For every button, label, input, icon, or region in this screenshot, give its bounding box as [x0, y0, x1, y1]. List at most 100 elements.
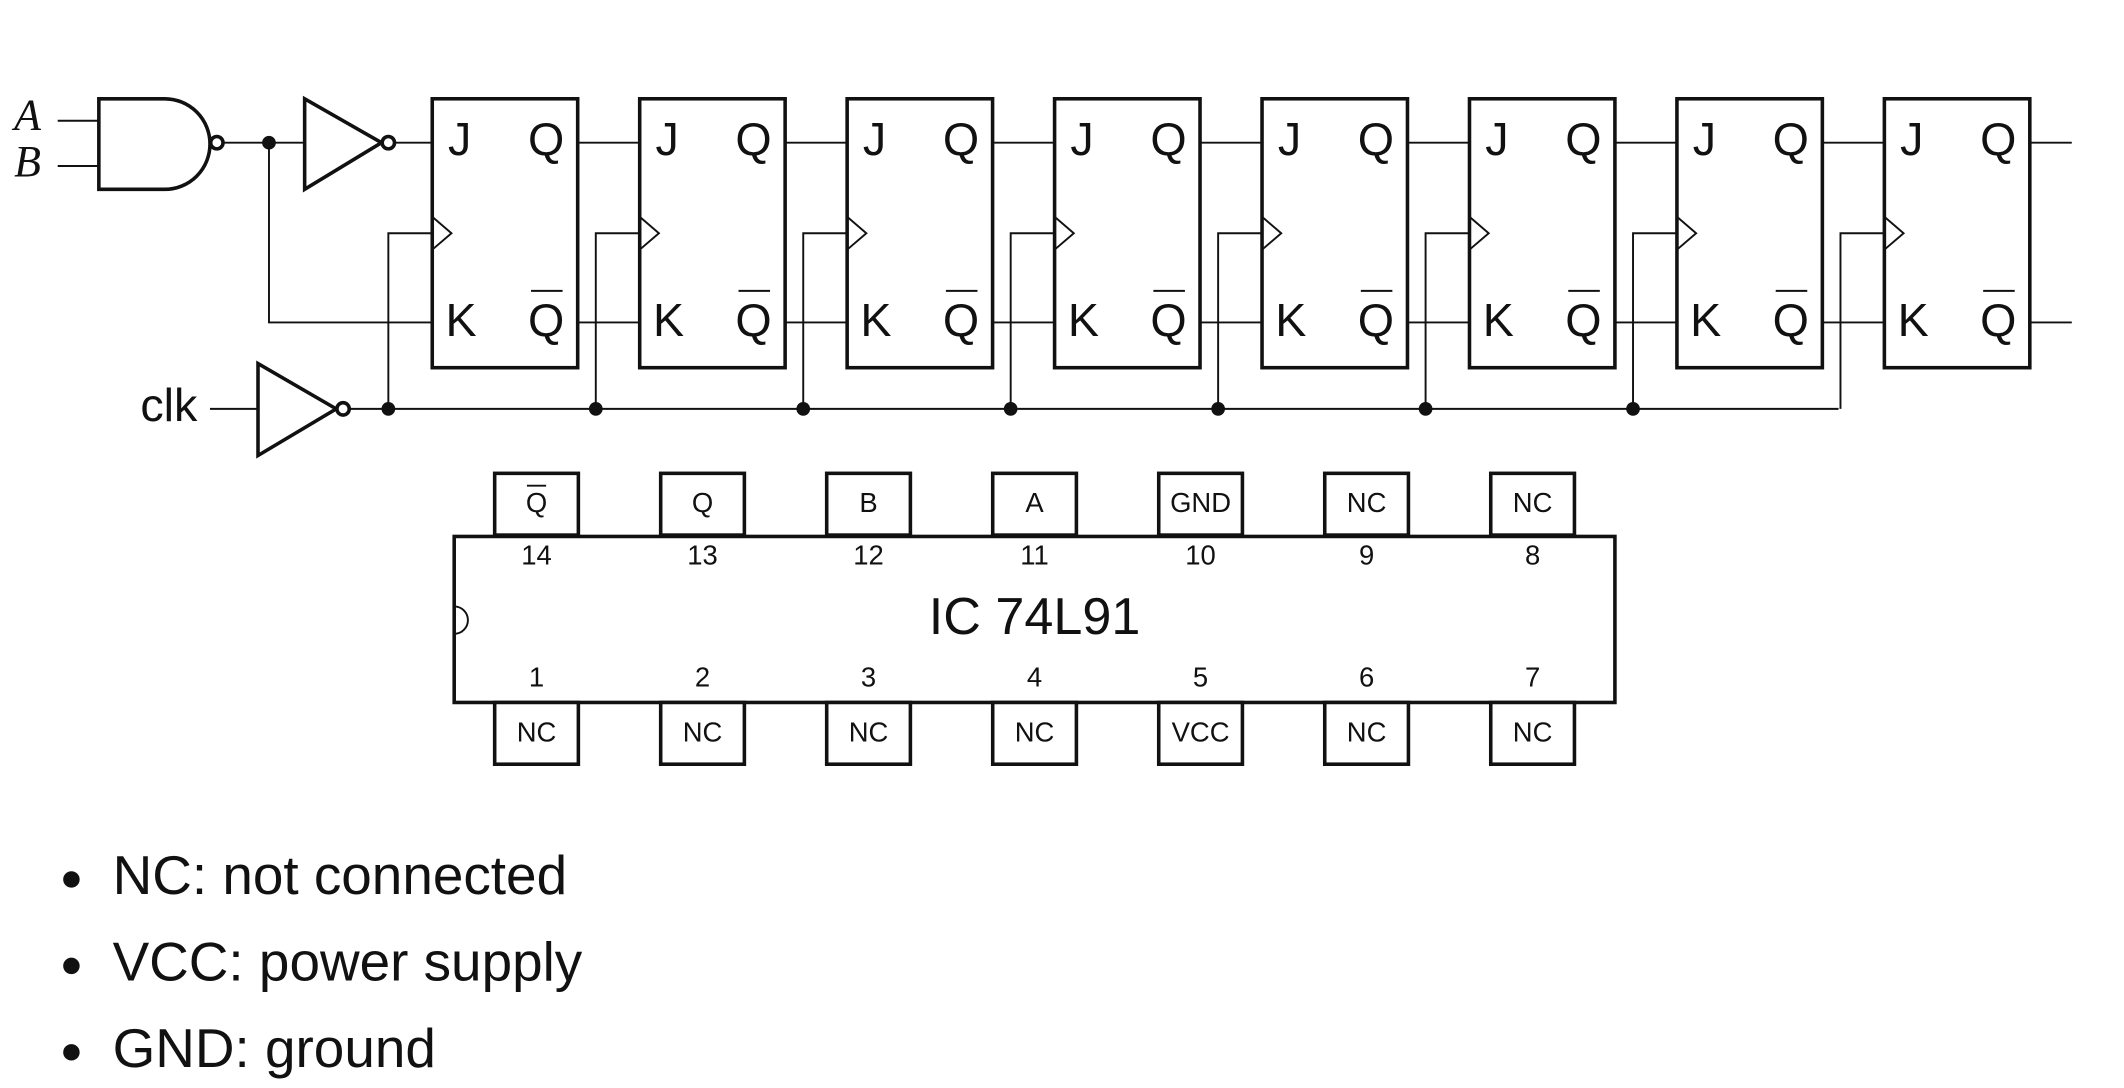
k-label: K	[1068, 294, 1099, 346]
clock-wire	[387, 232, 433, 409]
pin	[1488, 700, 1577, 766]
clock-input	[1261, 216, 1283, 251]
pin	[990, 471, 1079, 537]
flip-flop	[1882, 97, 2032, 370]
pin	[824, 471, 913, 537]
clock-wire	[1217, 232, 1263, 409]
k-label: K	[1690, 294, 1721, 346]
pin	[990, 700, 1079, 766]
junction	[1626, 401, 1640, 416]
pin-number: 6	[1359, 661, 1374, 692]
pin-number: 1	[529, 661, 544, 692]
q-bar-label: Q	[1150, 294, 1186, 346]
clock-wire	[594, 232, 640, 409]
pin-number: 12	[853, 539, 884, 570]
pin-number: 9	[1359, 539, 1374, 570]
k-label: K	[446, 294, 477, 346]
pin	[658, 700, 747, 766]
flip-flop	[1675, 97, 1825, 370]
junction	[1418, 401, 1433, 416]
clock-wire	[802, 232, 848, 409]
pin	[492, 471, 581, 537]
j-label: J	[1900, 113, 1923, 165]
flip-flop	[637, 97, 787, 370]
pin-label: GND	[1170, 487, 1231, 518]
j-label: J	[1693, 113, 1716, 165]
q-label: Q	[943, 113, 979, 165]
j-label: J	[1278, 113, 1301, 165]
bullet	[63, 957, 80, 975]
k-label: K	[653, 294, 684, 346]
k-label: K	[1483, 294, 1514, 346]
nand-gate	[57, 95, 433, 324]
pin	[1156, 471, 1245, 537]
pin-label: VCC	[1172, 716, 1230, 747]
pin-label: NC	[1347, 487, 1387, 518]
pin	[1156, 700, 1245, 766]
q-label: Q	[1773, 113, 1809, 165]
input-a: A	[11, 91, 41, 139]
clock-wire	[1424, 232, 1470, 409]
flip-flop	[845, 97, 995, 370]
k-label: K	[860, 294, 891, 346]
flip-flop	[1467, 97, 1617, 370]
clock-wire	[1839, 232, 1885, 409]
clock-inverter	[209, 360, 1839, 459]
j-label: J	[655, 113, 678, 165]
pin-number: 10	[1185, 539, 1216, 570]
pin-label: Q	[692, 487, 713, 518]
pin-label: NC	[1347, 716, 1387, 747]
legend-item: VCC: power supply	[113, 930, 583, 992]
pin-number: 8	[1525, 539, 1540, 570]
chip: IC 74L91 Q 14 Q 13 B 12 A 11 GND 10 NC 9 NC 8 NC 1 NC 2 NC…	[452, 471, 1617, 766]
flip-flop	[1260, 97, 1410, 370]
junction	[1003, 401, 1018, 416]
q-bar-label: Q	[528, 294, 564, 346]
clock-wire	[1632, 232, 1677, 409]
flip-flop	[430, 97, 580, 370]
pin-label: Q	[526, 487, 547, 518]
q-bar-label: Q	[1980, 294, 2016, 346]
clock-input	[1883, 216, 1906, 251]
pin-label: NC	[683, 716, 723, 747]
q-label: Q	[1565, 113, 1601, 165]
junction	[796, 401, 811, 416]
k-label: K	[1275, 294, 1306, 346]
q-bar-label: Q	[1565, 294, 1601, 346]
j-label: J	[1070, 113, 1093, 165]
clock-label: clk	[140, 379, 198, 431]
pin-number: 2	[695, 661, 710, 692]
q-bar-label: Q	[1358, 294, 1394, 346]
q-label: Q	[528, 113, 564, 165]
junction	[1211, 401, 1225, 416]
pin-label: NC	[517, 716, 557, 747]
pin	[1322, 471, 1411, 537]
clock-input	[1053, 216, 1076, 251]
j-label: J	[863, 113, 886, 165]
clock-input	[431, 216, 453, 251]
pin	[1322, 700, 1411, 766]
q-label: Q	[1980, 113, 2016, 165]
pin	[824, 700, 913, 766]
legend-item: GND: ground	[113, 1017, 436, 1079]
pin-number: 13	[687, 539, 718, 570]
legend-item: NC: not connected	[113, 844, 568, 906]
pin	[1488, 471, 1577, 537]
clock-wire	[1009, 232, 1055, 409]
clock-input	[1468, 216, 1491, 251]
pin-label: NC	[1513, 716, 1553, 747]
pin-number: 5	[1193, 661, 1208, 692]
q-label: Q	[1150, 113, 1186, 165]
q-label: Q	[1358, 113, 1394, 165]
bullet	[63, 871, 80, 888]
pin-label: B	[859, 487, 877, 518]
q-bar-label: Q	[1773, 294, 1809, 346]
pin-number: 11	[1020, 539, 1048, 570]
pin	[492, 700, 581, 766]
junction	[381, 401, 396, 416]
junction	[588, 401, 603, 416]
k-label: K	[1898, 294, 1929, 346]
pin-label: NC	[1513, 487, 1553, 518]
pin-number: 4	[1027, 661, 1042, 692]
